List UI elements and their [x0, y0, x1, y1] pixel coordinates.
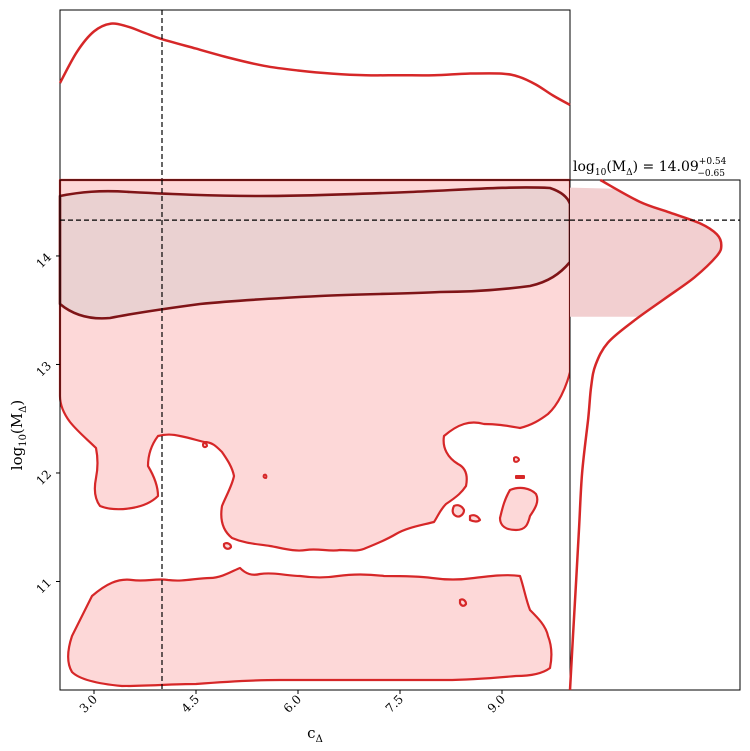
- y-tick-label: 12: [33, 467, 54, 488]
- x-tick-label: 4.5: [179, 692, 202, 715]
- x-axis-label: cΔ: [307, 724, 323, 745]
- marginal-y-curve: [568, 178, 723, 691]
- y-tick-label: 11: [33, 576, 54, 597]
- outer-contour-right-island: [498, 486, 539, 532]
- joint-panel: 3.0 4.5 6.0 7.5 9.0 11 12 13 14 cΔ log10(MΔ): [8, 178, 572, 745]
- outer-contour-islet-8: [262, 473, 268, 479]
- x-tick-label: 7.5: [383, 692, 406, 715]
- x-tick-label: 3.0: [77, 692, 100, 715]
- outer-contour-islet-1: [451, 504, 466, 518]
- x-tick-label: 6.0: [281, 692, 304, 715]
- marginal-x-panel: [58, 9, 571, 181]
- outer-contour-islet-6: [515, 475, 525, 479]
- contours-layer: [58, 178, 572, 688]
- y-tick-label: 14: [33, 250, 54, 271]
- outer-contour-islet-4: [458, 598, 468, 607]
- outer-contour-islet-2: [468, 514, 482, 523]
- y-axis-label: log10(MΔ): [8, 400, 29, 470]
- outer-contour-islet-7: [202, 442, 208, 449]
- outer-contour-islet-3: [222, 542, 233, 550]
- outer-contour-islet-5: [513, 456, 520, 463]
- marginal-y-title: log10(MΔ) = 14.09+0.54 −0.65: [573, 157, 727, 179]
- marginal-x-frame: [59, 9, 571, 181]
- marginal-x-curve: [58, 22, 571, 107]
- x-tick-label: 9.0: [485, 692, 508, 715]
- marginal-y-panel: log10(MΔ) = 14.09+0.54 −0.65: [568, 157, 741, 691]
- outer-contour-bottom-band: [67, 566, 553, 688]
- y-tick-label: 13: [33, 359, 54, 380]
- inner-contour: [58, 186, 572, 320]
- y-ticks: 11 12 13 14: [33, 250, 60, 596]
- x-ticks: 3.0 4.5 6.0 7.5 9.0: [77, 690, 508, 716]
